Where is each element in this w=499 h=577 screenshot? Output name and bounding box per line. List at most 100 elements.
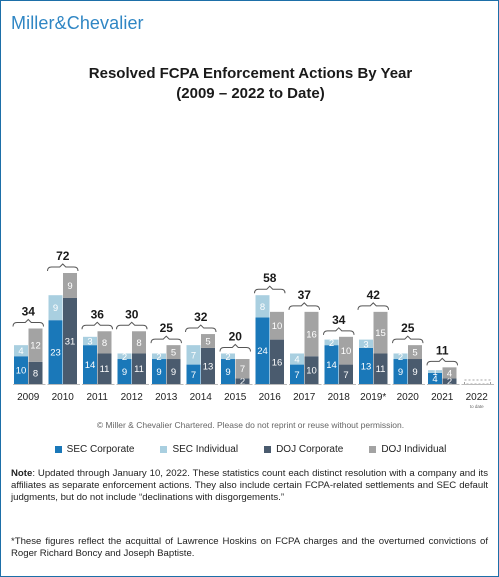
- data-label-2011-series-2: 11: [100, 364, 110, 375]
- chart-title: Resolved FCPA Enforcement Actions By Yea…: [88, 65, 413, 82]
- total-label-2019: 42: [367, 288, 381, 302]
- brace-2009: [12, 318, 44, 327]
- bar-2013-series-3: [166, 345, 181, 360]
- tick-label-2021: 2021: [431, 392, 454, 403]
- data-label-2009-series-1: 4: [18, 346, 23, 357]
- bar-2010-series-3: [63, 273, 77, 298]
- bar-2017-series-1: [290, 353, 304, 365]
- total-label-2014: 32: [194, 310, 208, 324]
- brace-2017: [288, 302, 320, 310]
- brace-2018: [323, 327, 355, 335]
- brace-2019: [357, 302, 389, 310]
- data-label-2020-series-1: 2: [398, 352, 403, 363]
- bar-2019-series-3: [373, 311, 388, 354]
- data-label-2017-series-1: 4: [294, 355, 299, 366]
- bar-2013-series-1: [152, 353, 166, 360]
- data-label-2015-series-0: 9: [225, 367, 230, 378]
- brace-2013: [150, 335, 182, 344]
- legend-swatch-sec-corporate: [54, 446, 62, 453]
- chart-subtitle: (2009 – 2022 to Date): [176, 85, 325, 102]
- bar-2018-series-0: [324, 345, 339, 384]
- tick-label-2017: 2017: [293, 392, 316, 403]
- tick-label-2009: 2009: [17, 392, 40, 403]
- legend-swatch-doj-corporate: [264, 446, 272, 453]
- data-label-2021-series-1: 1: [432, 367, 437, 378]
- legend-label-sec-individual: SEC Individual: [172, 444, 239, 455]
- bar-2021-series-3: [442, 367, 457, 379]
- data-label-2021-series-0: 4: [432, 374, 437, 385]
- bar-chart: 1048123420092393197220101431183620119211…: [12, 249, 494, 409]
- total-label-2011: 36: [91, 307, 105, 321]
- bar-2018-series-3: [339, 336, 353, 365]
- brand-ampersand: &: [54, 13, 67, 33]
- brace-2011: [81, 321, 113, 330]
- data-label-2020-series-3: 5: [412, 348, 417, 359]
- bar-2011-series-0: [83, 345, 97, 384]
- tick-label-2012: 2012: [121, 392, 144, 403]
- total-label-2013: 25: [160, 321, 174, 335]
- brace-2016: [254, 285, 286, 294]
- data-label-2017-series-0: 7: [294, 370, 299, 381]
- note-label: Note: [11, 468, 33, 479]
- bar-2020-series-3: [408, 345, 422, 360]
- bar-2015-series-2: [235, 378, 250, 384]
- tick-label-2022: 2022: [466, 392, 489, 403]
- bar-2013-series-2: [166, 359, 181, 384]
- bar-2014-series-2: [201, 347, 215, 384]
- total-label-2010: 72: [56, 249, 70, 263]
- data-label-2017-series-3: 16: [306, 330, 317, 341]
- bar-2016-series-3: [270, 311, 284, 340]
- data-label-2010-series-0: 23: [50, 348, 61, 359]
- bar-2009-series-0: [14, 356, 28, 384]
- bar-2012-series-2: [132, 353, 146, 384]
- data-label-2009-series-0: 10: [16, 366, 27, 377]
- bar-2020-series-1: [393, 353, 408, 360]
- copyright-notice: © Miller & Chevalier Chartered. Please d…: [96, 420, 405, 430]
- data-label-2016-series-0: 24: [257, 346, 268, 357]
- total-label-2016: 58: [263, 271, 277, 285]
- tick-label-2016: 2016: [259, 392, 282, 403]
- data-label-2018-series-2: 7: [343, 370, 348, 381]
- data-label-2014-series-1: 7: [191, 350, 196, 361]
- legend-label-sec-corporate: SEC Corporate: [66, 444, 135, 455]
- data-label-2010-series-1: 9: [53, 303, 58, 314]
- total-label-2017: 37: [298, 288, 312, 302]
- bar-2015-series-3: [235, 359, 250, 379]
- bar-2017-series-0: [290, 364, 304, 384]
- total-label-2018: 34: [332, 313, 346, 327]
- brace-2015: [219, 343, 251, 352]
- tick-label-2020: 2020: [397, 392, 420, 403]
- tick-label-2019: 2019*: [360, 392, 386, 403]
- data-label-2016-series-1: 8: [260, 302, 265, 313]
- tick-label-2011: 2011: [86, 392, 108, 403]
- data-label-2009-series-3: 12: [30, 341, 41, 352]
- bar-2021-series-2: [442, 378, 457, 384]
- bar-2017-series-3: [304, 311, 319, 357]
- data-label-2012-series-2: 11: [134, 364, 144, 375]
- total-label-2015: 20: [229, 329, 243, 343]
- legend-swatch-sec-individual: [160, 446, 168, 453]
- legend-label-doj-corporate: DOJ Corporate: [276, 444, 344, 455]
- data-label-2019-series-2: 11: [376, 364, 386, 375]
- bar-2012-series-1: [117, 353, 132, 360]
- data-label-2021-series-2: 2: [447, 377, 452, 388]
- legend-item-doj-corporate: DOJ Corporate: [264, 444, 343, 455]
- data-label-2011-series-0: 14: [85, 360, 96, 371]
- data-label-2013-series-2: 9: [171, 367, 176, 378]
- bar-2013-series-0: [152, 359, 166, 384]
- bar-2009-series-3: [28, 328, 43, 362]
- tick-sublabel-2022: to date: [470, 404, 484, 409]
- data-label-2016-series-2: 16: [272, 357, 283, 368]
- placeholder-2022: [464, 379, 491, 385]
- bar-2018-series-2: [339, 364, 353, 384]
- legend-label-doj-individual: DOJ Individual: [381, 444, 447, 455]
- brace-2020: [392, 335, 424, 344]
- brand-name-right: Chevalier: [66, 13, 144, 33]
- legend-item-sec-individual: SEC Individual: [160, 444, 238, 455]
- brace-2014: [185, 324, 217, 333]
- note-paragraph: Note: Updated through January 10, 2022. …: [11, 468, 488, 504]
- tick-label-2010: 2010: [52, 392, 75, 403]
- bar-2015-series-1: [221, 353, 235, 360]
- footnote: *These figures reflect the acquittal of …: [11, 536, 488, 559]
- brand-name-left: Miller: [11, 13, 55, 33]
